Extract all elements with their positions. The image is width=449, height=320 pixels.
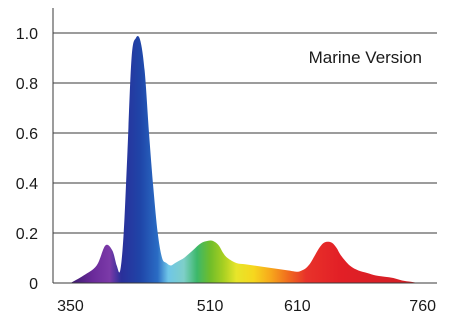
- y-tick-label-3: 0.6: [16, 126, 38, 143]
- grid: [53, 32, 437, 234]
- axes: [52, 8, 437, 284]
- y-tick-label-5: 1.0: [16, 26, 38, 43]
- series-area: [70, 36, 429, 284]
- x-tick-label-0: 350: [57, 298, 84, 315]
- chart-annotation: Marine Version: [309, 48, 422, 67]
- x-tick-label-1: 510: [197, 298, 224, 315]
- x-tick-label-2: 610: [284, 298, 311, 315]
- y-tick-labels: 0 0.2 0.4 0.6 0.8 1.0: [16, 26, 38, 293]
- spectrum-area: [70, 36, 429, 284]
- x-tick-labels: 350 510 610 760: [57, 298, 436, 315]
- y-tick-label-2: 0.4: [16, 176, 38, 193]
- y-tick-label-4: 0.8: [16, 76, 38, 93]
- y-tick-label-1: 0.2: [16, 226, 38, 243]
- x-tick-label-3: 760: [409, 298, 436, 315]
- y-tick-label-0: 0: [29, 276, 38, 293]
